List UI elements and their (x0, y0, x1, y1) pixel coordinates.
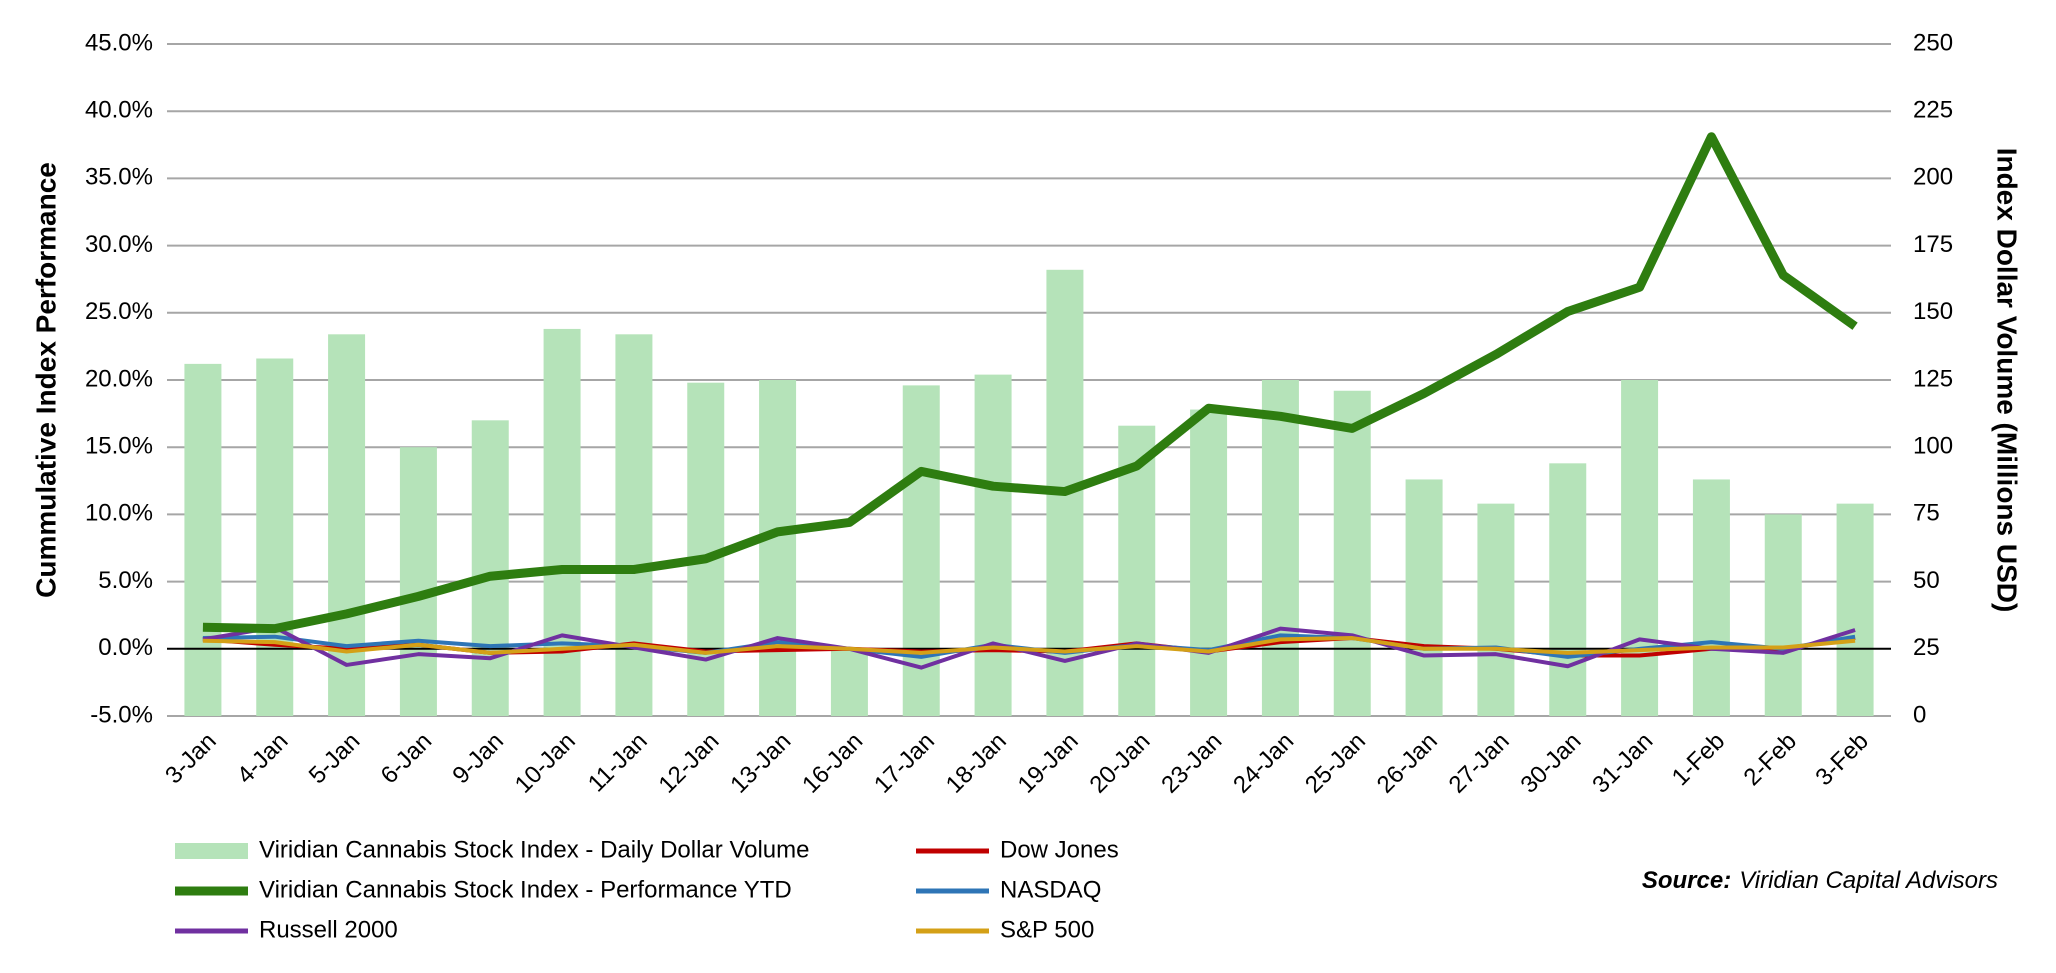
y2-tick-label: 75 (1913, 500, 1940, 527)
y2-tick-label: 50 (1913, 567, 1940, 594)
x-tick-label: 2-Feb (1739, 728, 1802, 791)
bar (1549, 463, 1587, 716)
x-tick-label: 5-Jan (304, 728, 366, 790)
legend-label: Dow Jones (1000, 836, 1119, 863)
x-tick-label: 31-Jan (1587, 728, 1658, 799)
x-tick-label: 23-Jan (1156, 728, 1227, 799)
x-tick-label: 1-Feb (1667, 728, 1730, 791)
bar (1405, 479, 1443, 716)
bar (256, 358, 294, 716)
source-text: Viridian Capital Advisors (1739, 867, 1998, 894)
x-tick-label: 19-Jan (1013, 728, 1084, 799)
legend-label: Russell 2000 (259, 916, 398, 943)
x-tick-label: 24-Jan (1228, 728, 1299, 799)
source-label: Source: (1642, 867, 1731, 894)
y-tick-label: -5.0% (90, 701, 153, 728)
y-tick-label: 0.0% (98, 634, 153, 661)
y-tick-label: 10.0% (85, 500, 153, 527)
line-series (202, 625, 1856, 670)
bar (974, 374, 1012, 716)
x-tick-label: 18-Jan (941, 728, 1012, 799)
y-tick-label: 45.0% (85, 29, 153, 56)
y2-tick-label: 225 (1913, 97, 1953, 124)
x-tick-label: 13-Jan (725, 728, 796, 799)
y2-tick-label: 175 (1913, 231, 1953, 258)
grid (167, 43, 1891, 717)
x-tick-label: 27-Jan (1444, 728, 1515, 799)
y2-tick-label: 250 (1913, 29, 1953, 56)
bar (543, 328, 581, 716)
y-tick-label: 25.0% (85, 298, 153, 325)
x-tick-label: 9-Jan (447, 728, 509, 790)
x-tick-label: 12-Jan (653, 728, 724, 799)
bar (1333, 390, 1371, 716)
y-tick-label: 15.0% (85, 433, 153, 460)
bar (1261, 380, 1299, 716)
bar (830, 648, 868, 716)
bar (1477, 503, 1515, 716)
y-tick-label: 35.0% (85, 164, 153, 191)
bar (1764, 514, 1802, 716)
y2-tick-label: 25 (1913, 634, 1940, 661)
bars (184, 269, 1874, 716)
line-series (202, 636, 1856, 655)
bar (759, 380, 797, 716)
bar (471, 420, 509, 716)
legend-label: Viridian Cannabis Stock Index - Daily Do… (259, 836, 810, 863)
bar (1692, 479, 1730, 716)
x-tick-label: 25-Jan (1300, 728, 1371, 799)
y-tick-label: 30.0% (85, 231, 153, 258)
y2-tick-label: 100 (1913, 433, 1953, 460)
y-tick-label: 5.0% (98, 567, 153, 594)
x-tick-label: 30-Jan (1515, 728, 1586, 799)
y2-axis-title: Index Dollar Volume (Millions USD) (1992, 148, 2023, 613)
source: Source: Viridian Capital Advisors (1642, 867, 1998, 894)
lines (202, 132, 1858, 670)
line-series (202, 132, 1858, 634)
y2-tick-label: 125 (1913, 365, 1953, 392)
bar (1836, 503, 1874, 716)
x-tick-label: 10-Jan (510, 728, 581, 799)
bar (399, 447, 437, 716)
x-tick-label: 6-Jan (376, 728, 438, 790)
x-tick-label: 17-Jan (869, 728, 940, 799)
legend-label: Viridian Cannabis Stock Index - Performa… (259, 876, 792, 903)
legend-label: S&P 500 (1000, 916, 1094, 943)
y-tick-label: 20.0% (85, 365, 153, 392)
legend-label: NASDAQ (1000, 876, 1101, 903)
bar (902, 385, 940, 716)
x-tick-label: 26-Jan (1372, 728, 1443, 799)
bar (1621, 380, 1659, 716)
bar (184, 363, 222, 716)
bar (1190, 409, 1228, 716)
y2-tick-label: 200 (1913, 164, 1953, 191)
x-tick-label: 4-Jan (232, 728, 294, 790)
x-tick-label: 3-Feb (1810, 728, 1873, 791)
legend-swatch (175, 843, 248, 859)
x-tick-label: 11-Jan (583, 728, 653, 798)
x-tick-label: 3-Jan (160, 728, 222, 790)
x-tick-label: 20-Jan (1084, 728, 1155, 799)
y2-tick-label: 0 (1913, 701, 1926, 728)
bar (615, 334, 653, 716)
y-axis-title: Cummulative Index Performance (30, 162, 61, 598)
x-tick-label: 16-Jan (797, 728, 868, 799)
y-tick-label: 40.0% (85, 97, 153, 124)
y2-tick-label: 150 (1913, 298, 1953, 325)
